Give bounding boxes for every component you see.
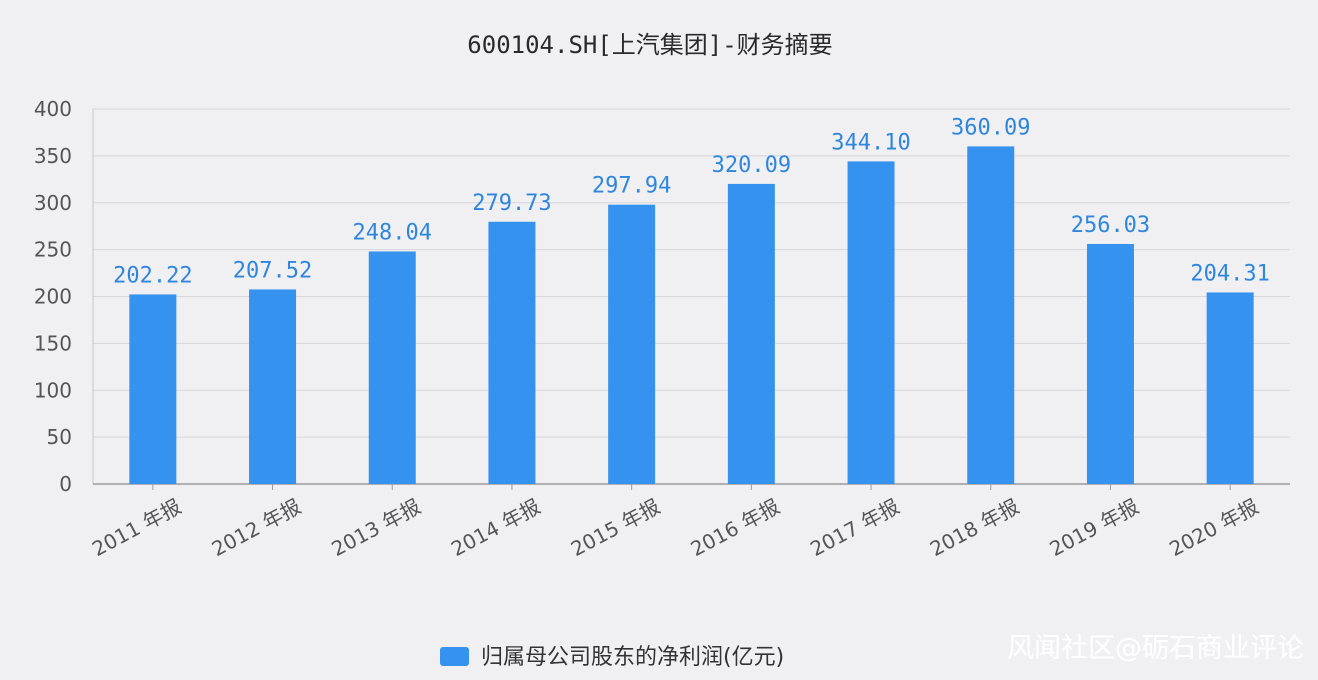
x-tick-label: 2015 年报 bbox=[567, 494, 664, 561]
bar bbox=[1086, 243, 1134, 484]
y-tick-label: 250 bbox=[34, 238, 72, 262]
x-tick-label: 2014 年报 bbox=[447, 494, 544, 561]
x-tick-label: 2019 年报 bbox=[1046, 494, 1143, 561]
watermark: 风闻社区@砺石商业评论 bbox=[1007, 633, 1304, 664]
bar bbox=[847, 161, 895, 484]
data-label: 279.73 bbox=[472, 191, 551, 216]
data-label: 344.10 bbox=[831, 130, 910, 155]
x-axis: 2011 年报 2012 年报 2013 年报 2014 年报 2015 年报 2016 … bbox=[88, 484, 1262, 561]
data-label: 256.03 bbox=[1071, 213, 1150, 238]
bar bbox=[488, 221, 536, 485]
legend-swatch bbox=[440, 647, 469, 666]
y-tick-label: 150 bbox=[34, 331, 72, 355]
chart-title: 600104.SH[上汽集团]-财务摘要 bbox=[467, 31, 832, 59]
data-label: 207.52 bbox=[233, 258, 312, 283]
x-tick-label: 2011 年报 bbox=[88, 494, 185, 561]
bar bbox=[727, 183, 775, 484]
bar bbox=[249, 289, 297, 484]
data-label: 360.09 bbox=[951, 115, 1030, 140]
bar bbox=[129, 294, 177, 484]
bar bbox=[967, 146, 1015, 484]
y-tick-label: 350 bbox=[34, 144, 72, 168]
y-tick-label: 50 bbox=[47, 425, 72, 449]
y-tick-label: 0 bbox=[59, 472, 72, 496]
bar bbox=[1206, 292, 1254, 484]
y-tick-label: 300 bbox=[34, 191, 72, 215]
data-label: 297.94 bbox=[592, 174, 671, 199]
data-label: 248.04 bbox=[353, 220, 432, 245]
data-label: 320.09 bbox=[712, 153, 791, 178]
x-tick-label: 2018 年报 bbox=[926, 494, 1023, 561]
x-tick-label: 2020 年报 bbox=[1165, 494, 1262, 561]
y-tick-label: 200 bbox=[34, 285, 72, 309]
y-tick-label: 100 bbox=[34, 378, 72, 402]
bar bbox=[608, 204, 656, 484]
legend: 归属母公司股东的净利润(亿元) bbox=[440, 645, 784, 670]
legend-label: 归属母公司股东的净利润(亿元) bbox=[481, 645, 784, 670]
x-tick-label: 2017 年报 bbox=[806, 494, 903, 561]
x-tick-label: 2016 年报 bbox=[687, 494, 784, 561]
bars bbox=[129, 146, 1254, 485]
x-tick-label: 2013 年报 bbox=[327, 494, 424, 561]
data-label: 202.22 bbox=[113, 263, 192, 288]
data-label: 204.31 bbox=[1190, 261, 1269, 286]
data-labels: 202.22 207.52 248.04 279.73 297.94 320.09 344.… bbox=[113, 115, 1270, 288]
x-tick-label: 2012 年报 bbox=[208, 494, 305, 561]
bar bbox=[368, 251, 416, 484]
y-tick-label: 400 bbox=[34, 97, 72, 121]
